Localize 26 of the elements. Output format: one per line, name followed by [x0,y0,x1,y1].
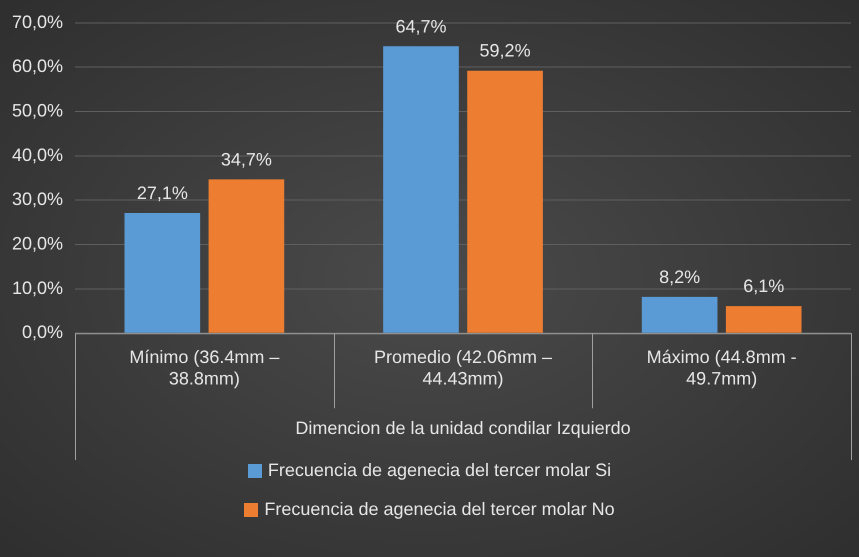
y-tick-label: 30,0% [12,189,64,210]
y-tick-label: 0,0% [22,322,64,342]
legend-label: Frecuencia de agenecia del tercer molar No [264,499,615,520]
y-tick-label: 20,0% [12,233,64,254]
data-label: 6,1% [743,276,784,296]
bar [383,46,459,333]
y-tick-label: 50,0% [12,100,64,120]
x-axis-title: Dimencion de la unidad condilar Izquierdo [295,418,631,438]
data-label: 8,2% [659,266,700,287]
x-tick-label: Promedio (42.06mm – 44.43mm) [374,346,552,389]
bar [726,306,802,333]
legend-label: Frecuencia de agenecia del tercer molar Si [268,460,612,481]
y-tick-label: 70,0% [12,12,64,32]
y-tick-label: 60,0% [12,56,64,76]
data-label: 27,1% [136,183,188,203]
x-tick-label: Mínimo (36.4mm – 38.8mm) [129,346,280,389]
data-label: 59,2% [480,40,531,61]
y-tick-label: 40,0% [12,144,64,165]
x-tick-label: Máximo (44.8mm - 49.7mm) [646,346,797,389]
bar [208,179,284,333]
bar [467,70,543,333]
y-tick-label: 10,0% [12,278,64,298]
data-label: 34,7% [220,149,272,170]
bar [124,213,200,333]
bar [642,296,718,333]
data-label: 64,7% [395,16,447,36]
